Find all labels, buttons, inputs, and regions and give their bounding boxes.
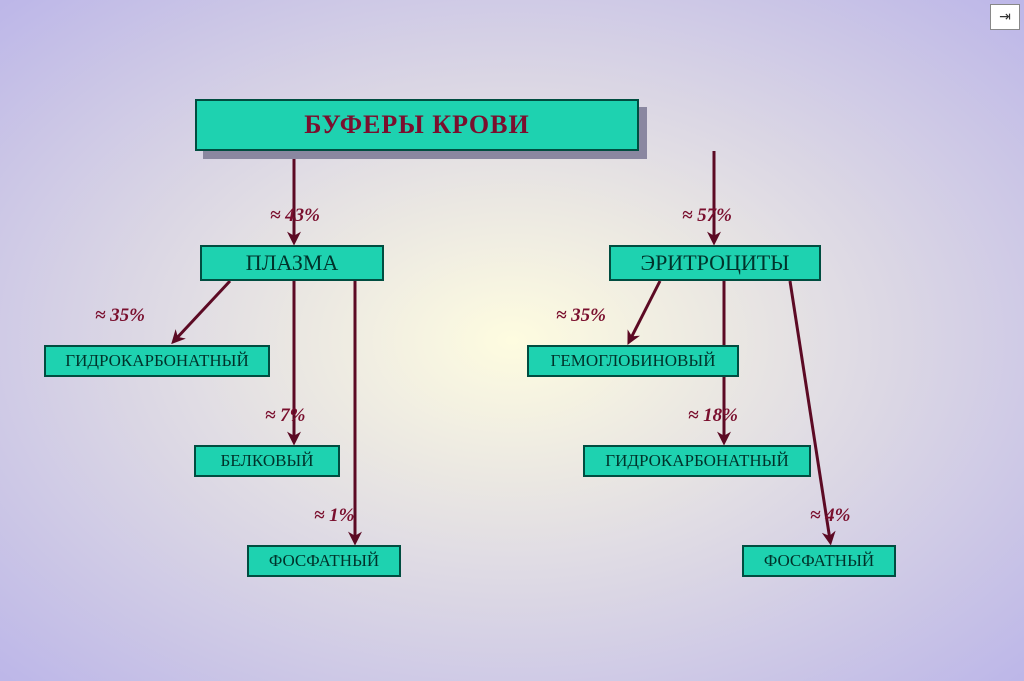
percent-label: ≈ 35% (556, 305, 606, 327)
node-p_bicarb: ГИДРОКАРБОНАТНЫЙ (44, 345, 270, 377)
percent-label: ≈ 35% (95, 305, 145, 327)
arrow (790, 281, 830, 540)
node-eryth: ЭРИТРОЦИТЫ (609, 245, 821, 281)
node-e_phos: ФОСФАТНЫЙ (742, 545, 896, 577)
node-p_phos: ФОСФАТНЫЙ (247, 545, 401, 577)
arrow (175, 281, 230, 340)
node-plasma: ПЛАЗМА (200, 245, 384, 281)
title-box: БУФЕРЫ КРОВИ (195, 99, 639, 151)
node-p_prot: БЕЛКОВЫЙ (194, 445, 340, 477)
nav-icon[interactable]: ⇥ (990, 4, 1020, 30)
diagram-canvas: ⇥ БУФЕРЫ КРОВИ ПЛАЗМА ЭРИТРОЦИТЫ ГИДРОКАРБО… (0, 0, 1024, 681)
node-e_hemo: ГЕМОГЛОБИНОВЫЙ (527, 345, 739, 377)
percent-label: ≈ 57% (682, 205, 732, 227)
percent-label: ≈ 7% (265, 405, 306, 427)
percent-label: ≈ 1% (314, 505, 355, 527)
percent-label: ≈ 43% (270, 205, 320, 227)
node-e_bicarb: ГИДРОКАРБОНАТНЫЙ (583, 445, 811, 477)
percent-label: ≈ 4% (810, 505, 851, 527)
percent-label: ≈ 18% (688, 405, 738, 427)
arrow (630, 281, 660, 340)
